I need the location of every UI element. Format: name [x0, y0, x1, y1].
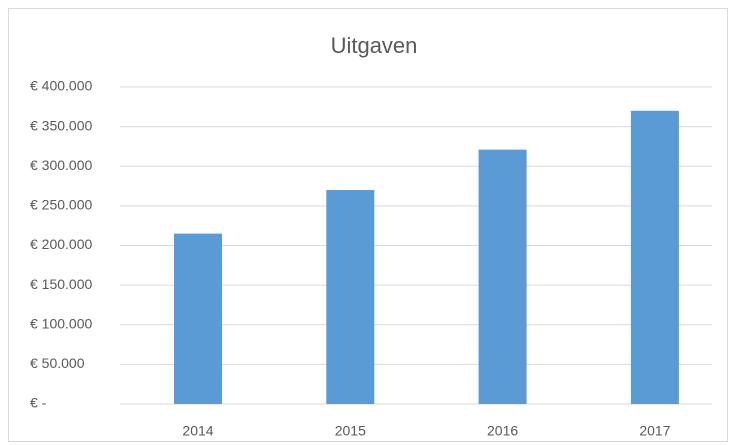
y-tick-label: € 250.000 — [30, 197, 92, 213]
y-tick-label: € 150.000 — [30, 276, 92, 292]
x-tick-label: 2014 — [182, 423, 213, 439]
bar — [478, 149, 527, 404]
y-tick-label: € 50.000 — [30, 355, 85, 371]
y-tick-label: € - — [30, 395, 47, 411]
y-tick-label: € 350.000 — [30, 117, 92, 133]
y-tick-label: € 300.000 — [30, 157, 92, 173]
y-tick-label: € 200.000 — [30, 236, 92, 252]
x-tick-label: 2015 — [335, 423, 366, 439]
x-tick-label: 2016 — [487, 423, 518, 439]
y-tick-label: € 100.000 — [30, 315, 92, 331]
bar — [326, 190, 375, 404]
y-tick-label: € 400.000 — [30, 78, 92, 94]
x-tick-label: 2017 — [639, 423, 670, 439]
bar — [630, 110, 679, 405]
bar — [174, 233, 222, 404]
chart-title: Uitgaven — [331, 33, 418, 58]
